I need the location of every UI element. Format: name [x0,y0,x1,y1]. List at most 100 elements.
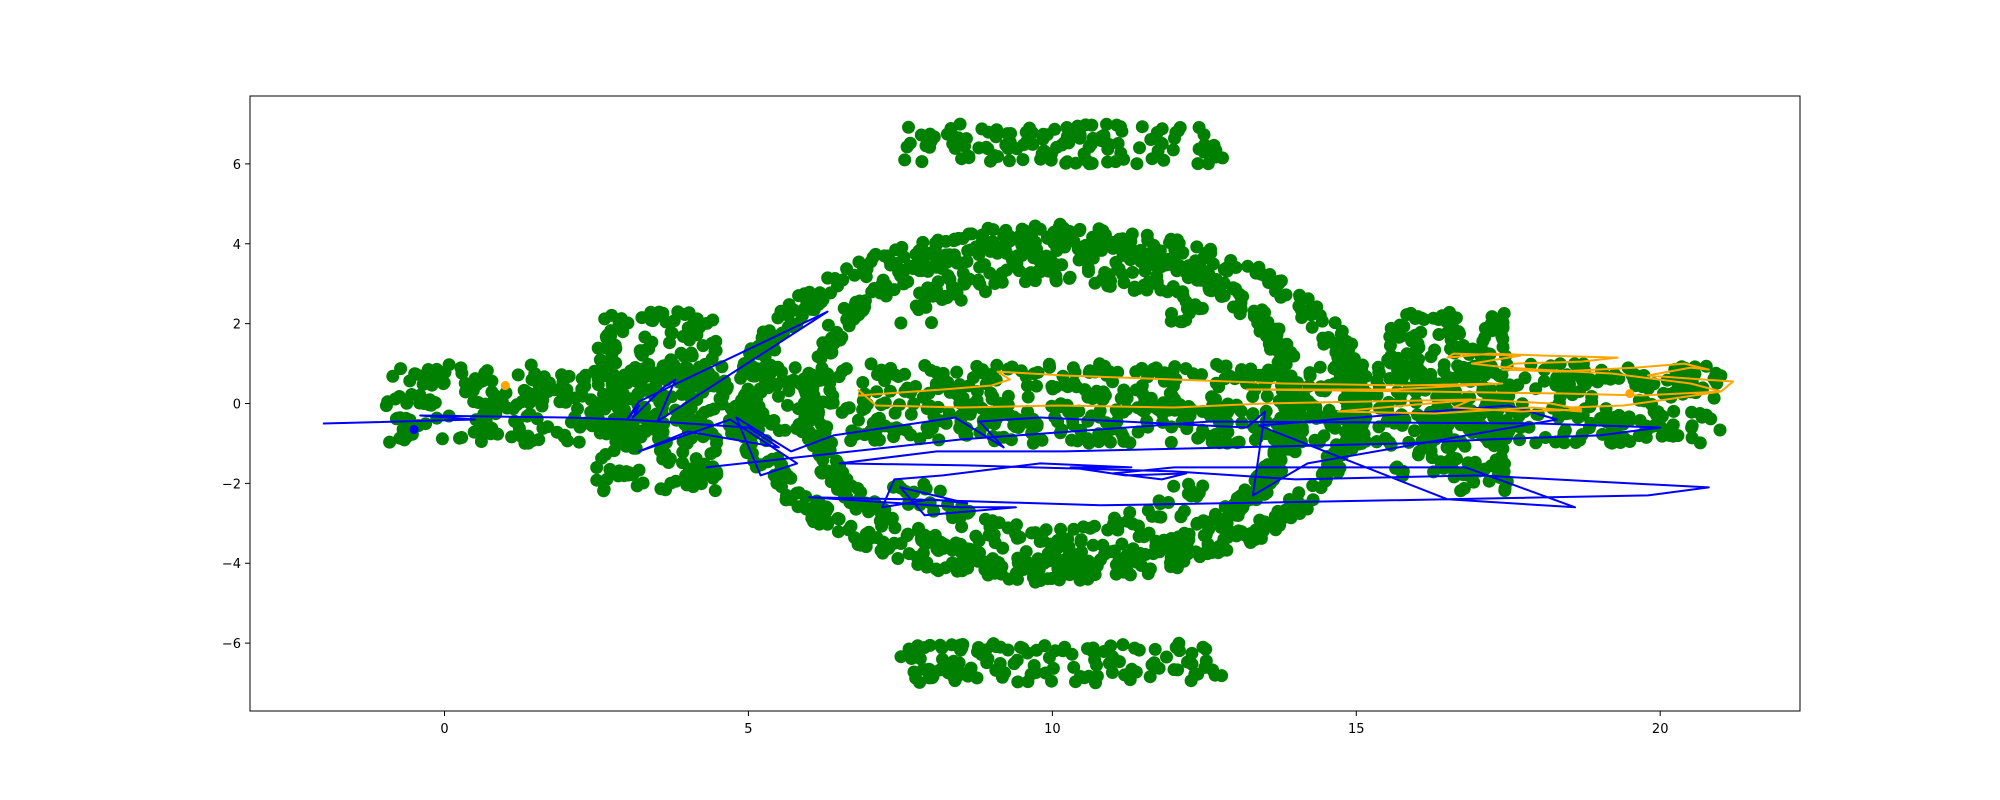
scatter-point [1699,359,1713,373]
scatter-point [616,432,630,446]
scatter-point [898,367,912,381]
scatter-point [1209,143,1223,157]
scatter-point [814,418,828,432]
scatter-point [949,287,963,301]
scatter-point [593,353,607,367]
scatter-point [1116,430,1130,444]
scatter-point [1126,517,1140,531]
scatter-point [1009,527,1023,541]
scatter-point [607,368,621,382]
scatter-point [986,390,1000,404]
scatter-point [1105,666,1119,679]
scatter-point [1048,410,1062,424]
scatter-point [1036,127,1050,141]
scatter-point [636,476,650,490]
scatter-point [898,153,912,167]
scatter-point [681,388,695,402]
scatter-point [1085,118,1099,132]
scatter-point [1082,265,1095,278]
scatter-point [485,374,499,388]
scatter-point [1271,449,1285,463]
scatter-point [1062,404,1076,417]
scatter-point [746,389,760,403]
scatter-point [952,231,966,245]
scatter-point [394,362,408,376]
scatter-point [815,439,829,453]
scatter-point [836,364,849,378]
scatter-point [897,277,911,291]
scatter-point [1111,406,1125,419]
scatter-point [704,447,718,461]
scatter-point [1062,136,1076,150]
scatter-point [973,260,987,274]
scatter-point [556,388,570,402]
scatter-point [792,402,805,416]
scatter-point [664,353,678,367]
scatter-point [1022,130,1036,144]
scatter-point [1328,316,1342,330]
scatter-point [1067,522,1081,536]
scatter-point [775,365,788,379]
scatter-point [1239,494,1253,508]
scatter-point [806,400,820,413]
scatter-point [1272,322,1286,336]
scatter-point [600,427,613,441]
scatter-point [933,414,947,428]
scatter-point [929,365,943,379]
scatter-point [976,228,990,242]
y-tick-label: 4 [233,238,241,253]
scatter-point [1713,423,1727,437]
scatter-point [814,373,827,387]
scatter-point [676,329,690,343]
scatter-point [1662,428,1676,442]
scatter-point [1063,544,1077,558]
scatter-point [993,406,1007,420]
scatter-point [880,512,894,526]
scatter-point [912,264,926,278]
scatter-point [1016,641,1030,655]
scatter-point [1176,290,1190,304]
scatter-point [1195,368,1208,382]
scatter-point [1161,496,1175,509]
scatter-point [1262,476,1276,490]
scatter-point [924,286,938,300]
scatter-point [485,421,499,435]
scatter-point [1132,245,1146,259]
scatter-point [1175,315,1189,329]
scatter-point [1253,324,1267,338]
scatter-point [1026,436,1040,450]
y-axis: −6 −4 −2 0 2 4 6 [222,158,250,652]
scatter-point [1513,433,1527,447]
scatter-point [891,552,905,565]
scatter-point [1650,409,1664,422]
scatter-point [1075,545,1088,559]
scatter-point [999,138,1013,152]
scatter-point [555,368,569,382]
scatter-point [1065,647,1079,661]
scatter-point [1549,378,1563,392]
scatter-point [1039,523,1053,537]
scatter-point [1119,393,1133,406]
scatter-point [851,482,865,495]
scatter-point [1215,669,1229,683]
scatter-point [1322,414,1336,428]
scatter-point [1228,372,1242,386]
scatter-point [978,558,992,572]
scatter-point [1021,405,1034,419]
scatter-point [1238,483,1252,497]
scatter-point [479,397,492,411]
scatter-point [1457,339,1470,352]
scatter-point [489,407,503,421]
scatter-point [685,349,699,363]
scatter-point [1220,261,1234,275]
scatter-point [1568,357,1582,371]
scatter-point [1645,397,1658,411]
scatter-point [941,375,955,389]
scatter-point [1467,475,1481,489]
scatter-point [1219,399,1233,413]
scatter-point [1044,253,1058,267]
scatter-point [429,367,443,381]
scatter-point [1135,120,1149,134]
orange-path [857,352,1735,415]
scatter-point [903,136,917,150]
